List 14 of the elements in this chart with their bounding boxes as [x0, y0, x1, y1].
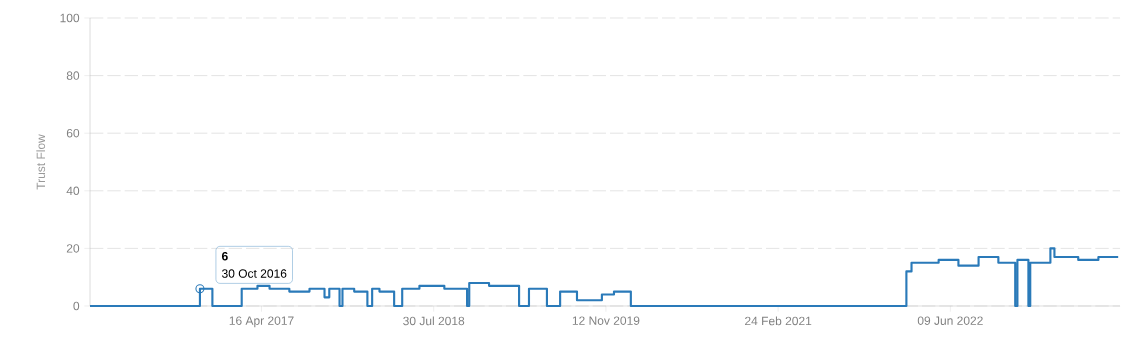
y-tick-label: 60	[66, 128, 80, 138]
x-tick-label: 30 Jul 2018	[403, 316, 465, 326]
y-axis-title: Trust Flow	[36, 134, 46, 190]
y-tick-label: 100	[60, 13, 80, 23]
x-tick-label: 12 Nov 2019	[572, 316, 640, 325]
y-tick-label: 20	[66, 244, 80, 253]
y-tick-label: 0	[73, 301, 80, 311]
y-tick-label: 40	[66, 186, 80, 196]
annotation: 6	[221, 251, 228, 261]
y-tick-label: 80	[66, 71, 80, 80]
x-tick-label: 24 Feb 2021	[745, 316, 812, 326]
x-tick-label: 16 Apr 2017	[229, 316, 294, 328]
annotation: 30 Oct 2016	[221, 269, 287, 278]
x-tick-label: 09 Jun 2022	[917, 316, 983, 325]
